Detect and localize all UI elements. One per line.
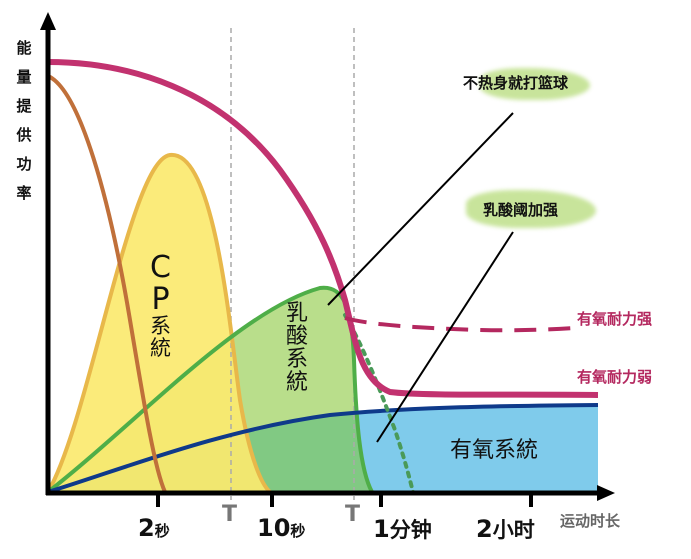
tick-label-1min: 1分钟 [373,515,432,543]
lactic-curve [46,285,374,494]
aerobic-curve [47,403,599,494]
lactic-system-label: 乳 酸 系 統 [286,301,309,396]
y-label-char: 能 [16,39,32,57]
annotation-lactate-threshold: 乳酸阈加强 [483,201,559,219]
threshold-marker-1: T [222,502,238,527]
y-axis-label: 能 量 提 供 功 率 [12,34,36,208]
annotation-no-warmup: 不热身就打篮球 [463,74,569,92]
highlight-no-warmup [480,68,590,100]
y-label-char: 率 [16,184,32,202]
x-axis-arrow [597,485,615,501]
x-axis-label: 运动时长 [560,512,621,530]
tick-label-2s: 2秒 [138,514,170,542]
y-label-char: 供 [16,126,32,144]
y-label-char: 量 [16,68,32,86]
phosphagen-curve [47,74,167,493]
y-axis-arrow [40,12,56,30]
y-label-char: 提 [16,97,32,115]
total-energy-curve [47,59,599,398]
tick-label-2h: 2小时 [476,515,535,543]
label-aerobic-weak: 有氧耐力弱 [577,368,653,386]
cp-system-label: C P 系 統 [150,250,171,361]
y-label-char: 功 [16,155,32,173]
tick-label-10s: 10秒 [257,514,306,542]
highlight-lactate-threshold [466,190,596,228]
pointer-lactate-threshold [376,231,514,443]
label-aerobic-strong: 有氧耐力强 [577,310,653,328]
lactate-threshold-curve [343,313,415,494]
aerobic-system-label: 有氧系統 [450,438,539,463]
pointer-no-warmup [327,112,514,306]
threshold-marker-2: T [345,502,361,527]
aerobic-strong-curve [344,316,576,333]
